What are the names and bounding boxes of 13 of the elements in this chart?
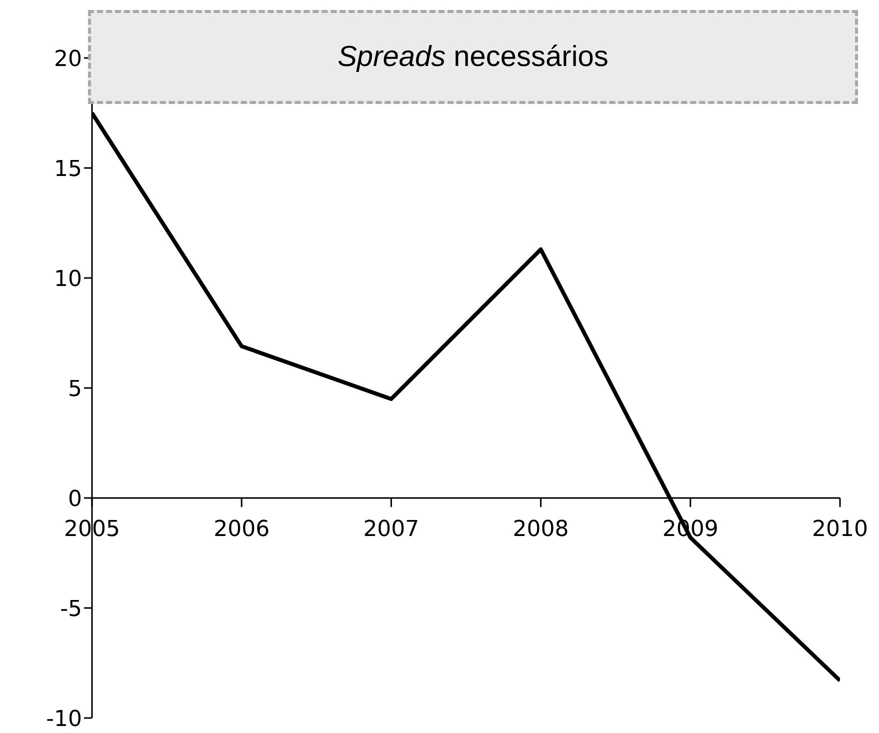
- x-tick-label: 2007: [363, 517, 420, 542]
- y-tick-label: 0: [68, 486, 82, 512]
- title-box: Spreads necessários: [88, 10, 858, 104]
- y-tick-label: 20: [54, 46, 82, 72]
- x-tick-label: 2006: [214, 517, 270, 542]
- chart-title: Spreads necessários: [338, 40, 608, 74]
- y-tick-label: 5: [68, 376, 82, 402]
- y-tick-label: 10: [54, 266, 82, 292]
- y-tick-label: 15: [54, 156, 82, 182]
- x-tick-label: 2010: [812, 517, 868, 542]
- x-tick-label: 2008: [512, 517, 569, 542]
- y-tick-label: -10: [46, 706, 82, 732]
- y-tick-label: -5: [60, 596, 82, 622]
